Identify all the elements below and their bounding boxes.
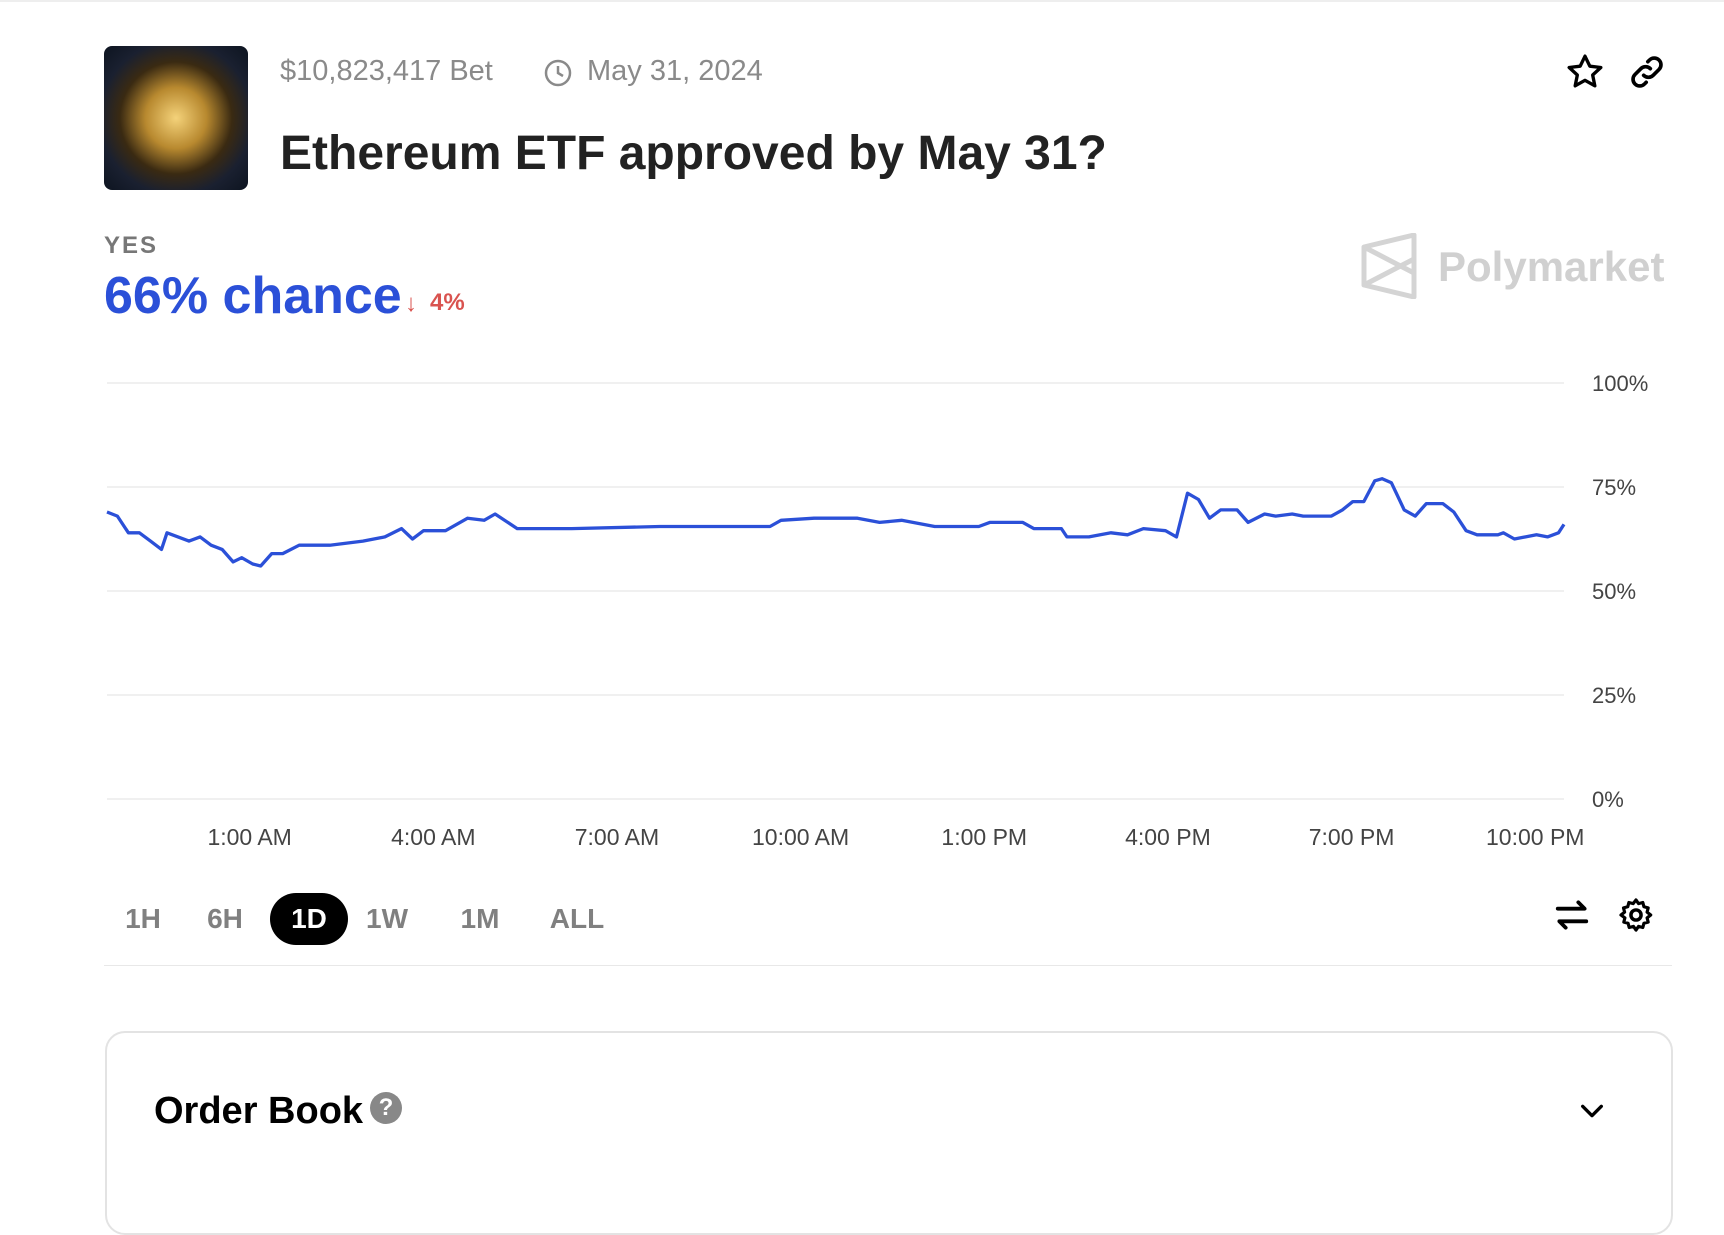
timeframe-button[interactable]: ALL bbox=[549, 903, 605, 934]
x-tick-label: 10:00 AM bbox=[752, 824, 849, 850]
x-tick-label: 7:00 PM bbox=[1309, 824, 1395, 850]
y-tick-label: 50% bbox=[1592, 579, 1636, 604]
brand-logo bbox=[1361, 233, 1417, 299]
y-tick-label: 0% bbox=[1592, 787, 1624, 812]
market-title: Ethereum ETF approved by May 31? bbox=[280, 127, 1107, 180]
x-tick-label: 7:00 AM bbox=[575, 824, 659, 850]
top-border bbox=[0, 0, 1724, 2]
x-tick-label: 1:00 AM bbox=[207, 824, 291, 850]
y-tick-label: 75% bbox=[1592, 475, 1636, 500]
outcome-label: YES bbox=[104, 232, 159, 259]
settings-button[interactable] bbox=[1617, 896, 1655, 934]
volume: $10,823,417 Bet bbox=[280, 55, 493, 87]
divider bbox=[104, 965, 1672, 966]
order-book-title: Order Book bbox=[154, 1090, 364, 1132]
x-tick-label: 4:00 AM bbox=[391, 824, 475, 850]
y-tick-label: 25% bbox=[1592, 683, 1636, 708]
change-arrow: ↓ bbox=[405, 290, 417, 317]
price-line bbox=[106, 477, 1566, 568]
x-tick-label: 10:00 PM bbox=[1486, 824, 1584, 850]
end-date: May 31, 2024 bbox=[587, 55, 763, 87]
favorite-button[interactable] bbox=[1565, 52, 1605, 92]
help-icon: ? bbox=[370, 1092, 402, 1124]
x-tick-label: 4:00 PM bbox=[1125, 824, 1211, 850]
timeframe-button[interactable]: 1D bbox=[270, 893, 348, 945]
timeframe-button[interactable]: 1M bbox=[460, 903, 500, 934]
swap-button[interactable] bbox=[1553, 896, 1591, 934]
order-book-card[interactable] bbox=[105, 1031, 1673, 1235]
brand-name: Polymarket bbox=[1438, 243, 1665, 290]
timeframe-button[interactable]: 1H bbox=[125, 903, 161, 934]
timeframe-button[interactable]: 1W bbox=[366, 903, 408, 934]
clock-icon bbox=[544, 59, 572, 87]
copy-link-button[interactable] bbox=[1627, 52, 1667, 92]
change: 4% bbox=[430, 289, 465, 316]
chart: 0% 25% 50% 75% 100% 1:00 AM 4:00 AM 7:00 AM 10:0… bbox=[106, 371, 1648, 850]
y-tick-label: 100% bbox=[1592, 371, 1648, 396]
x-tick-label: 1:00 PM bbox=[941, 824, 1027, 850]
timeframe-button[interactable]: 6H bbox=[207, 903, 243, 934]
chance: 66% chance bbox=[104, 267, 402, 325]
expand-chevron[interactable] bbox=[1578, 1097, 1606, 1125]
market-image bbox=[104, 46, 248, 190]
